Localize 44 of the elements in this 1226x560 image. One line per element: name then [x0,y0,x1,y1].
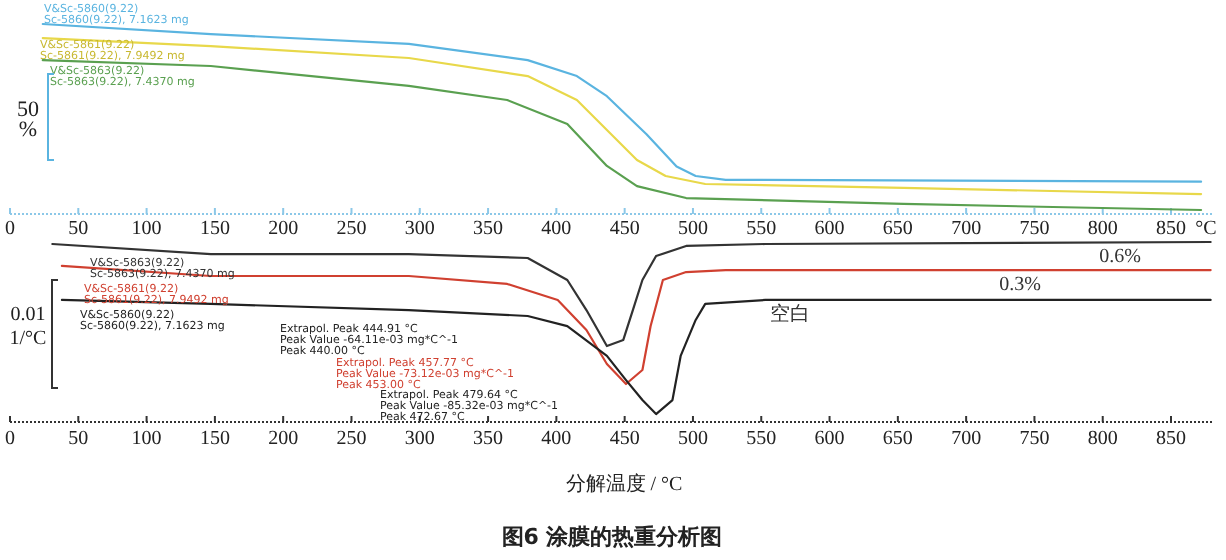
x-tick-label: 0 [5,218,15,240]
x-tick-label: 200 [268,218,299,240]
caption: 图6 涂膜的热重分析图 [501,524,723,550]
x-tick-label: 700 [951,218,982,240]
x-tick-label: 100 [131,428,162,450]
x-tick-label: 600 [814,218,845,240]
x-tick-label: 850 [1156,428,1187,450]
x-tick-label: 750 [1019,218,1050,240]
series-label: 空白 [770,301,810,326]
x-tick-label: 500 [677,428,708,450]
x-tick-label: 650 [882,218,913,240]
x-tick-label: 300 [404,218,435,240]
x-tick-label: 450 [609,218,640,240]
x-tick-label: 550 [746,428,777,450]
series-label: 0.3% [999,274,1041,297]
x-tick-label: 150 [199,218,230,240]
x-tick-label: 100 [131,218,162,240]
x-tick-label: 800 [1087,428,1118,450]
x-tick-label: 450 [609,428,640,450]
x-tick-label: 600 [814,428,845,450]
x-tick-label: 250 [336,428,367,450]
x-tick-label: 50 [68,428,89,450]
x-tick-label: 750 [1019,428,1050,450]
x-tick-label: 400 [541,218,572,240]
x-tick-label: 150 [199,428,230,450]
x-tick-label: 300 [404,428,435,450]
annotation: 0.01 1/°C [9,304,48,350]
x-tick-label: 250 [336,218,367,240]
x-tick-label: 350 [473,428,504,450]
x-tick-label: 200 [268,428,299,450]
x-tick-label: 0 [5,428,15,450]
x-tick-label: 650 [882,428,913,450]
x-tick-label: 350 [473,218,504,240]
x-tick-label: 400 [541,428,572,450]
x-axis-title: °C [1195,218,1218,240]
annotation: 50 % [17,98,40,142]
x-tick-label: 850 [1156,218,1187,240]
x-axis-title: 分解温度 / °C [565,472,684,496]
x-tick-label: 550 [746,218,777,240]
x-tick-label: 800 [1087,218,1118,240]
series-label: 0.6% [1099,246,1141,268]
x-tick-label: 700 [951,428,982,450]
x-tick-label: 500 [677,218,708,240]
x-tick-label: 50 [68,218,89,240]
